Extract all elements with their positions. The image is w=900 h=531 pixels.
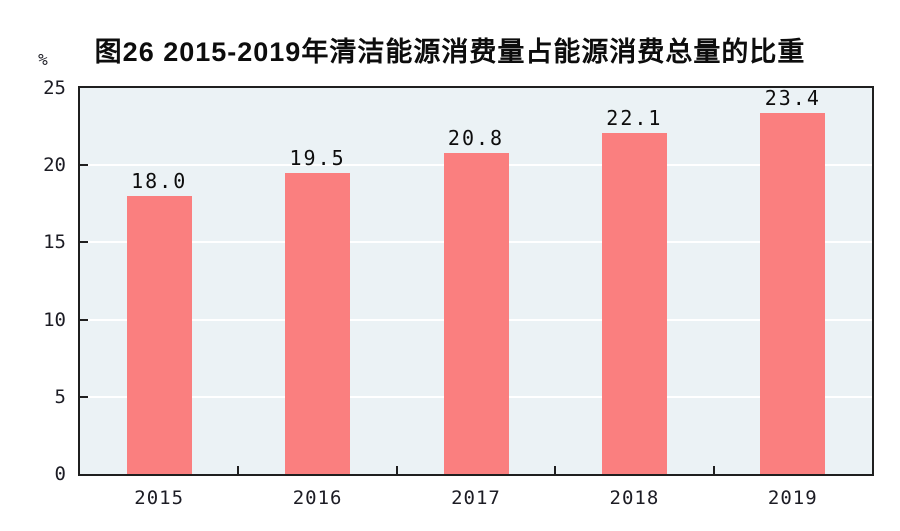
y-axis-tick-label: 15 <box>43 231 66 254</box>
bar-2015 <box>126 196 192 474</box>
bar-value-label: 18.0 <box>131 169 188 194</box>
bar-2017 <box>443 152 509 474</box>
x-axis-tick-mark <box>554 466 557 474</box>
bar-value-label: 22.1 <box>606 105 663 130</box>
y-axis-tick-mark <box>80 164 88 167</box>
bar-value-label: 23.4 <box>764 85 821 110</box>
x-axis-tick-mark <box>395 466 398 474</box>
y-axis-tick-label: 20 <box>43 154 66 177</box>
x-axis-tick-label: 2019 <box>767 487 818 509</box>
bar-2018 <box>601 132 667 474</box>
y-axis-tick-mark <box>80 395 88 398</box>
x-axis-tick-mark <box>237 466 240 474</box>
bar-2016 <box>285 172 351 474</box>
bar-value-label: 19.5 <box>289 145 346 170</box>
y-axis-unit-label: % <box>38 50 48 69</box>
x-axis-tick-label: 2016 <box>292 487 343 509</box>
y-axis-tick-label: 0 <box>54 463 66 485</box>
x-axis-tick-label: 2017 <box>451 487 501 509</box>
plot-area: 18.0 19.5 20.8 22.1 23.4 <box>78 86 874 476</box>
y-axis-tick-label: 10 <box>43 308 66 331</box>
y-axis-tick-mark <box>80 318 88 321</box>
bar-2019 <box>760 112 826 474</box>
x-axis-tick-label: 2015 <box>134 487 185 509</box>
chart-title: 图26 2015-2019年清洁能源消费量占能源消费总量的比重 <box>94 37 806 67</box>
x-axis-tick-mark <box>712 466 715 474</box>
y-axis-tick-label: 5 <box>54 385 66 408</box>
y-axis-tick-mark <box>80 241 88 244</box>
y-axis-tick-label: 25 <box>43 77 66 99</box>
bar-value-label: 20.8 <box>447 125 505 150</box>
x-axis-tick-label: 2018 <box>609 487 660 509</box>
